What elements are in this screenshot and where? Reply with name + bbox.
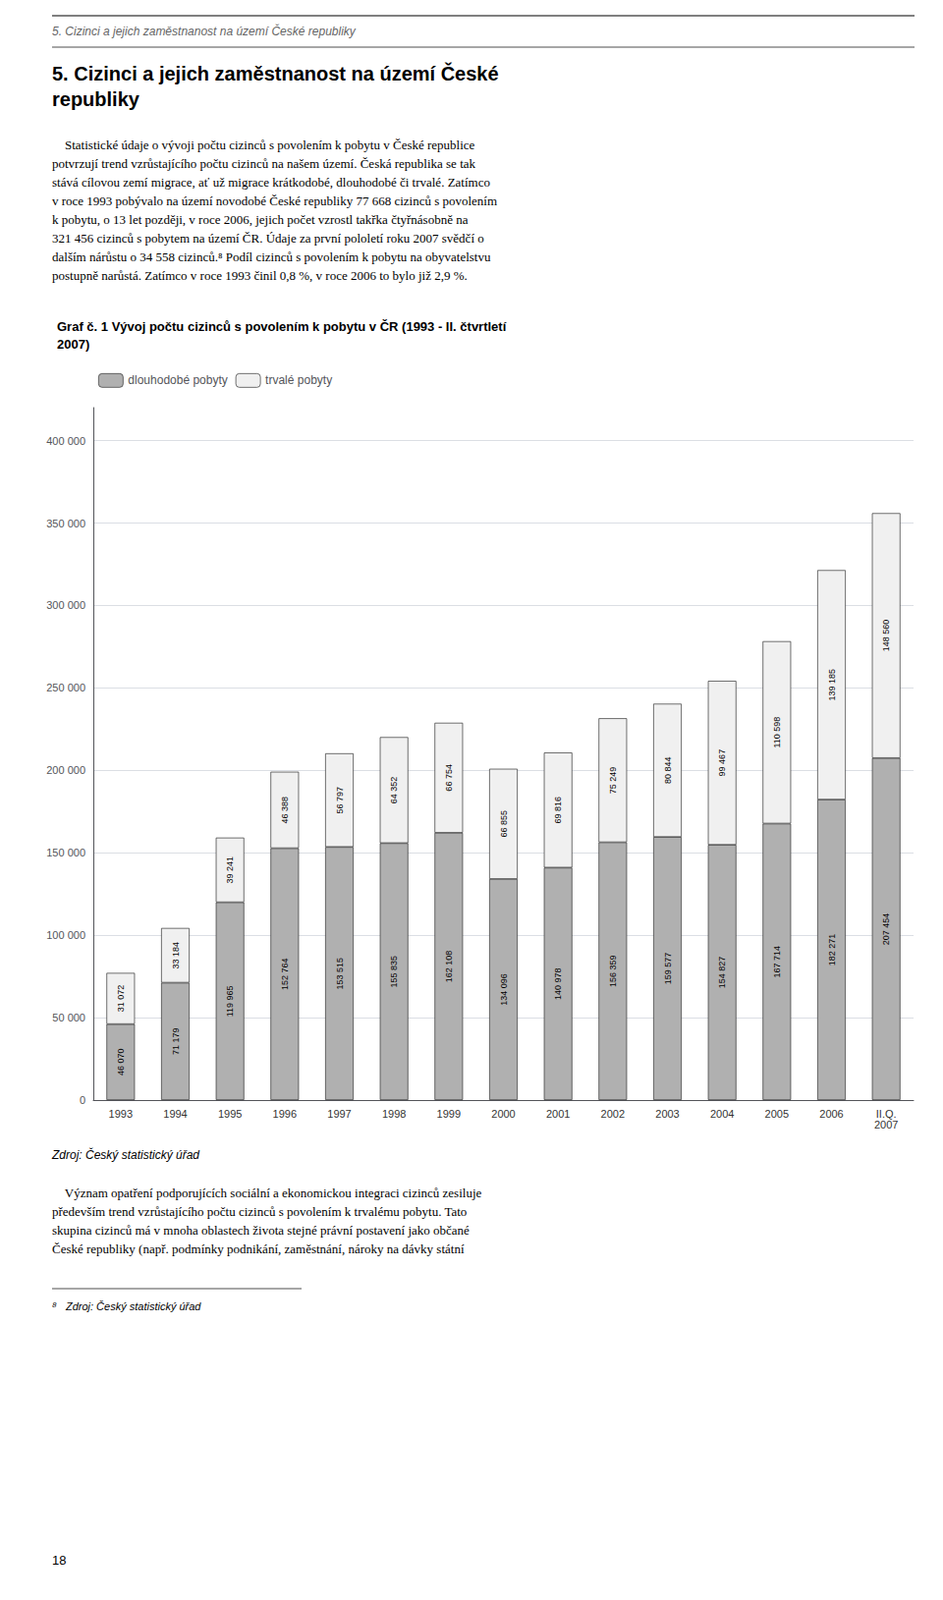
svg-text:162 108: 162 108 bbox=[443, 950, 454, 984]
svg-text:1993: 1993 bbox=[109, 1108, 133, 1120]
svg-text:46 070: 46 070 bbox=[115, 1049, 126, 1077]
svg-text:80 844: 80 844 bbox=[663, 757, 673, 785]
svg-text:0: 0 bbox=[79, 1094, 86, 1107]
svg-text:2003: 2003 bbox=[655, 1108, 679, 1120]
svg-text:154 827: 154 827 bbox=[717, 956, 727, 990]
svg-text:II.Q.: II.Q. bbox=[876, 1107, 897, 1120]
svg-text:100 000: 100 000 bbox=[46, 929, 86, 942]
svg-text:republiky: republiky bbox=[52, 88, 141, 111]
svg-text:153 515: 153 515 bbox=[334, 957, 345, 991]
svg-text:1995: 1995 bbox=[218, 1108, 242, 1120]
svg-text:200 000: 200 000 bbox=[46, 764, 86, 777]
svg-text:182 271: 182 271 bbox=[827, 934, 837, 967]
svg-text:156 359: 156 359 bbox=[608, 954, 618, 988]
svg-text:64 352: 64 352 bbox=[388, 776, 399, 805]
svg-text:trvalé pobyty: trvalé pobyty bbox=[265, 373, 333, 388]
svg-text:Zdroj: Český statistický úřad: Zdroj: Český statistický úřad bbox=[51, 1147, 200, 1163]
svg-text:2004: 2004 bbox=[710, 1108, 734, 1120]
svg-text:148 560: 148 560 bbox=[881, 619, 891, 653]
svg-text:207 454: 207 454 bbox=[881, 913, 891, 946]
svg-text:167 714: 167 714 bbox=[772, 945, 782, 979]
svg-text:Statistické údaje o vývoji poč: Statistické údaje o vývoji počtu cizinců… bbox=[52, 137, 476, 153]
svg-text:5. Cizinci a jejich zaměstnano: 5. Cizinci a jejich zaměstnanost na územ… bbox=[52, 23, 357, 39]
svg-text:1999: 1999 bbox=[437, 1108, 461, 1120]
svg-text:2001: 2001 bbox=[546, 1108, 570, 1120]
svg-text:400 000: 400 000 bbox=[46, 435, 86, 447]
svg-text:155 835: 155 835 bbox=[388, 955, 399, 989]
svg-text:2002: 2002 bbox=[601, 1108, 625, 1120]
svg-text:159 577: 159 577 bbox=[663, 952, 673, 986]
svg-text:46 388: 46 388 bbox=[279, 796, 290, 825]
svg-text:140 978: 140 978 bbox=[553, 967, 563, 1000]
svg-text:v roce 1993 pobývalo na území: v roce 1993 pobývalo na území novodobé Č… bbox=[52, 193, 498, 209]
svg-text:potvrzují trend vzrůstajícího: potvrzují trend vzrůstajícího počtu cizi… bbox=[52, 156, 477, 171]
svg-text:především trend vzrůstajícího: především trend vzrůstajícího počtu cizi… bbox=[52, 1204, 467, 1220]
svg-text:České republiky (např. podmínk: České republiky (např. podmínky podnikán… bbox=[52, 1241, 465, 1257]
svg-text:56 797: 56 797 bbox=[334, 786, 345, 815]
svg-text:2005: 2005 bbox=[765, 1108, 789, 1120]
svg-text:dalším nárůstu o 34 558 cizinc: dalším nárůstu o 34 558 cizinců.⁸ Podíl … bbox=[52, 249, 492, 265]
svg-text:250 000: 250 000 bbox=[46, 681, 86, 694]
svg-text:1997: 1997 bbox=[327, 1108, 351, 1120]
svg-text:50 000: 50 000 bbox=[52, 1011, 86, 1024]
svg-text:postupně narůstá. Zatímco v ro: postupně narůstá. Zatímco v roce 1993 či… bbox=[52, 268, 468, 283]
svg-text:119 965: 119 965 bbox=[224, 985, 235, 1017]
svg-text:71 179: 71 179 bbox=[170, 1027, 181, 1055]
svg-text:2007): 2007) bbox=[56, 336, 90, 352]
svg-text:75 249: 75 249 bbox=[608, 767, 618, 795]
svg-text:1998: 1998 bbox=[382, 1108, 406, 1120]
svg-text:1994: 1994 bbox=[163, 1108, 187, 1120]
svg-text:1996: 1996 bbox=[273, 1108, 297, 1120]
svg-text:150 000: 150 000 bbox=[46, 846, 86, 859]
svg-text:134 096: 134 096 bbox=[499, 973, 509, 1006]
svg-text:5. Cizinci a jejich zaměstnano: 5. Cizinci a jejich zaměstnanost na územ… bbox=[52, 61, 500, 85]
svg-text:33 184: 33 184 bbox=[170, 942, 181, 970]
svg-text:18: 18 bbox=[52, 1553, 66, 1568]
svg-text:2007: 2007 bbox=[874, 1118, 898, 1131]
svg-text:Graf č. 1 Vývoj počtu cizinců: Graf č. 1 Vývoj počtu cizinců s povolení… bbox=[56, 319, 507, 334]
svg-text:2000: 2000 bbox=[491, 1108, 515, 1120]
svg-text:350 000: 350 000 bbox=[46, 517, 86, 530]
svg-text:300 000: 300 000 bbox=[46, 599, 86, 611]
svg-text:2006: 2006 bbox=[819, 1108, 843, 1120]
svg-text:152 764: 152 764 bbox=[279, 958, 290, 992]
svg-text:31 072: 31 072 bbox=[115, 985, 126, 1013]
svg-text:39 241: 39 241 bbox=[224, 856, 235, 885]
svg-text:99 467: 99 467 bbox=[717, 749, 727, 777]
svg-text:dlouhodobé pobyty: dlouhodobé pobyty bbox=[127, 373, 227, 388]
svg-text:Význam opatření podporujících: Význam opatření podporujících sociální a… bbox=[52, 1185, 483, 1201]
svg-text:k pobytu, o 13 let později, v: k pobytu, o 13 let později, v roce 2006,… bbox=[52, 212, 469, 227]
svg-text:⁸ Zdroj: Český statistický ú: ⁸ Zdroj: Český statistický úřad bbox=[52, 1300, 202, 1313]
svg-text:skupina cizinců má v mnoha obl: skupina cizinců má v mnoha oblastech živ… bbox=[52, 1222, 470, 1238]
svg-text:66 754: 66 754 bbox=[443, 764, 454, 792]
svg-text:66 855: 66 855 bbox=[499, 810, 509, 838]
svg-text:110 598: 110 598 bbox=[772, 717, 782, 749]
svg-text:139 185: 139 185 bbox=[827, 668, 837, 702]
svg-text:321 456 cizinců s pobytem na ú: 321 456 cizinců s pobytem na území ČR. Ú… bbox=[52, 230, 485, 246]
svg-text:69 816: 69 816 bbox=[553, 796, 563, 825]
svg-text:stává cílovou zemí migrace, ať: stává cílovou zemí migrace, ať už migrac… bbox=[52, 174, 491, 190]
